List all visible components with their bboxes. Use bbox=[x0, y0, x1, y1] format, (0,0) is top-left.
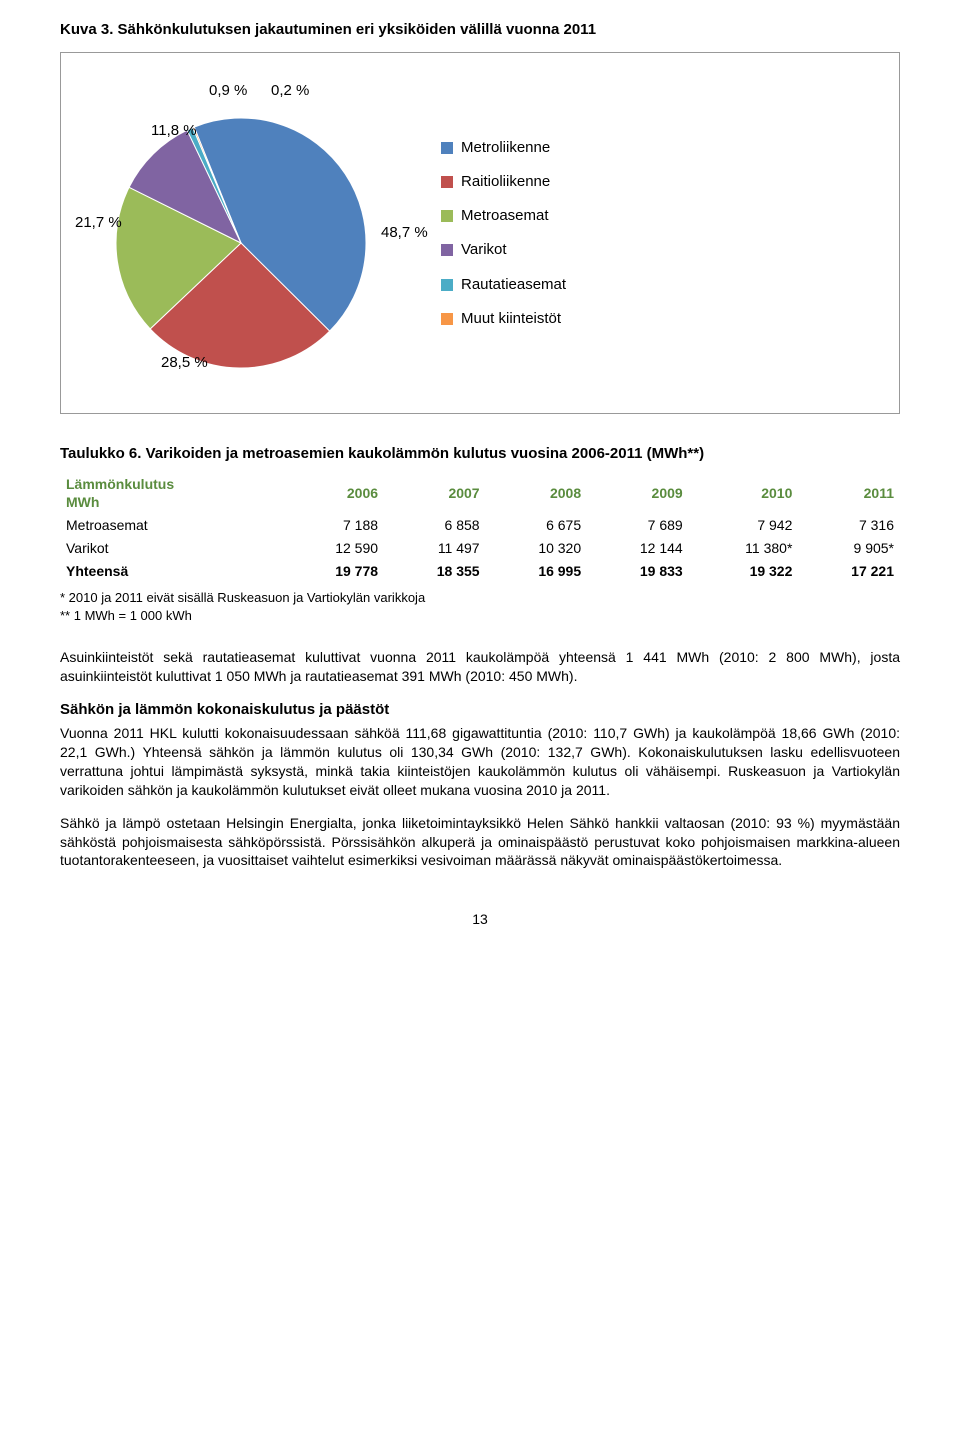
legend-swatch bbox=[441, 313, 453, 325]
paragraph-2: Vuonna 2011 HKL kulutti kokonaisuudessaa… bbox=[60, 724, 900, 800]
table-header-cell: 2006 bbox=[283, 473, 385, 515]
table-total-row: Yhteensä19 77818 35516 99519 83319 32217… bbox=[60, 560, 900, 583]
legend-label: Raitioliikenne bbox=[461, 172, 550, 192]
legend-item: Raitioliikenne bbox=[441, 172, 566, 192]
paragraph-1: Asuinkiinteistöt sekä rautatieasemat kul… bbox=[60, 648, 900, 686]
table-cell: 7 689 bbox=[587, 514, 689, 537]
table-cell: 11 380* bbox=[689, 537, 799, 560]
legend-item: Metroasemat bbox=[441, 206, 566, 226]
pie-slice-label: 28,5 % bbox=[161, 353, 208, 373]
legend-swatch bbox=[441, 142, 453, 154]
legend-item: Varikot bbox=[441, 240, 566, 260]
paragraph-3: Sähkö ja lämpö ostetaan Helsingin Energi… bbox=[60, 814, 900, 871]
table-footnotes: * 2010 ja 2011 eivät sisällä Ruskeasuon … bbox=[60, 589, 900, 624]
consumption-table: LämmönkulutusMWh200620072008200920102011… bbox=[60, 473, 900, 583]
pie-slice-label: 0,2 % bbox=[271, 81, 309, 101]
legend-label: Metroliikenne bbox=[461, 138, 550, 158]
table-cell: 10 320 bbox=[486, 537, 588, 560]
footnote-1: * 2010 ja 2011 eivät sisällä Ruskeasuon … bbox=[60, 589, 900, 607]
figure-caption: Kuva 3. Sähkönkulutuksen jakautuminen er… bbox=[60, 20, 900, 40]
table-cell: Yhteensä bbox=[60, 560, 283, 583]
table-cell: 6 675 bbox=[486, 514, 588, 537]
legend-item: Rautatieasemat bbox=[441, 275, 566, 295]
pie-chart-container: 48,7 % 28,5 % 21,7 % 11,8 % 0,9 % 0,2 % Metro… bbox=[60, 52, 900, 414]
legend-label: Rautatieasemat bbox=[461, 275, 566, 295]
legend-item: Muut kiinteistöt bbox=[441, 309, 566, 329]
pie-svg bbox=[81, 73, 401, 393]
table-row: Varikot12 59011 49710 32012 14411 380*9 … bbox=[60, 537, 900, 560]
table-cell: 12 590 bbox=[283, 537, 385, 560]
table-cell: 7 316 bbox=[798, 514, 900, 537]
legend-label: Muut kiinteistöt bbox=[461, 309, 561, 329]
legend-item: Metroliikenne bbox=[441, 138, 566, 158]
table-cell: 6 858 bbox=[384, 514, 486, 537]
table-cell: Metroasemat bbox=[60, 514, 283, 537]
table-cell: 16 995 bbox=[486, 560, 588, 583]
table-row: Metroasemat7 1886 8586 6757 6897 9427 31… bbox=[60, 514, 900, 537]
footnote-2: ** 1 MWh = 1 000 kWh bbox=[60, 607, 900, 625]
table-header-row: LämmönkulutusMWh200620072008200920102011 bbox=[60, 473, 900, 515]
pie-slice-label: 48,7 % bbox=[381, 223, 428, 243]
table-cell: 18 355 bbox=[384, 560, 486, 583]
table-cell: 19 833 bbox=[587, 560, 689, 583]
table-cell: 7 188 bbox=[283, 514, 385, 537]
table-cell: 11 497 bbox=[384, 537, 486, 560]
table-cell: 19 778 bbox=[283, 560, 385, 583]
table-header-cell: 2007 bbox=[384, 473, 486, 515]
table-cell: 17 221 bbox=[798, 560, 900, 583]
pie-slice-label: 0,9 % bbox=[209, 81, 247, 101]
pie-legend: Metroliikenne Raitioliikenne Metroasemat Va… bbox=[441, 138, 566, 330]
pie-slice-label: 21,7 % bbox=[75, 213, 122, 233]
table-header-cell: LämmönkulutusMWh bbox=[60, 473, 283, 515]
table-cell: Varikot bbox=[60, 537, 283, 560]
table-cell: 9 905* bbox=[798, 537, 900, 560]
legend-label: Varikot bbox=[461, 240, 507, 260]
table-header-cell: 2011 bbox=[798, 473, 900, 515]
section-heading: Sähkön ja lämmön kokonaiskulutus ja pääs… bbox=[60, 700, 900, 720]
legend-label: Metroasemat bbox=[461, 206, 549, 226]
table-cell: 19 322 bbox=[689, 560, 799, 583]
table-header-cell: 2009 bbox=[587, 473, 689, 515]
table-cell: 7 942 bbox=[689, 514, 799, 537]
table-caption: Taulukko 6. Varikoiden ja metroasemien k… bbox=[60, 444, 900, 464]
table-header-cell: 2008 bbox=[486, 473, 588, 515]
legend-swatch bbox=[441, 176, 453, 188]
legend-swatch bbox=[441, 244, 453, 256]
pie-slice-label: 11,8 % bbox=[151, 121, 197, 141]
table-cell: 12 144 bbox=[587, 537, 689, 560]
pie-chart: 48,7 %28,5 %21,7 %11,8 %0,9 %0,2 % bbox=[81, 73, 401, 393]
table-header-cell: 2010 bbox=[689, 473, 799, 515]
page-number: 13 bbox=[60, 910, 900, 929]
legend-swatch bbox=[441, 279, 453, 291]
legend-swatch bbox=[441, 210, 453, 222]
